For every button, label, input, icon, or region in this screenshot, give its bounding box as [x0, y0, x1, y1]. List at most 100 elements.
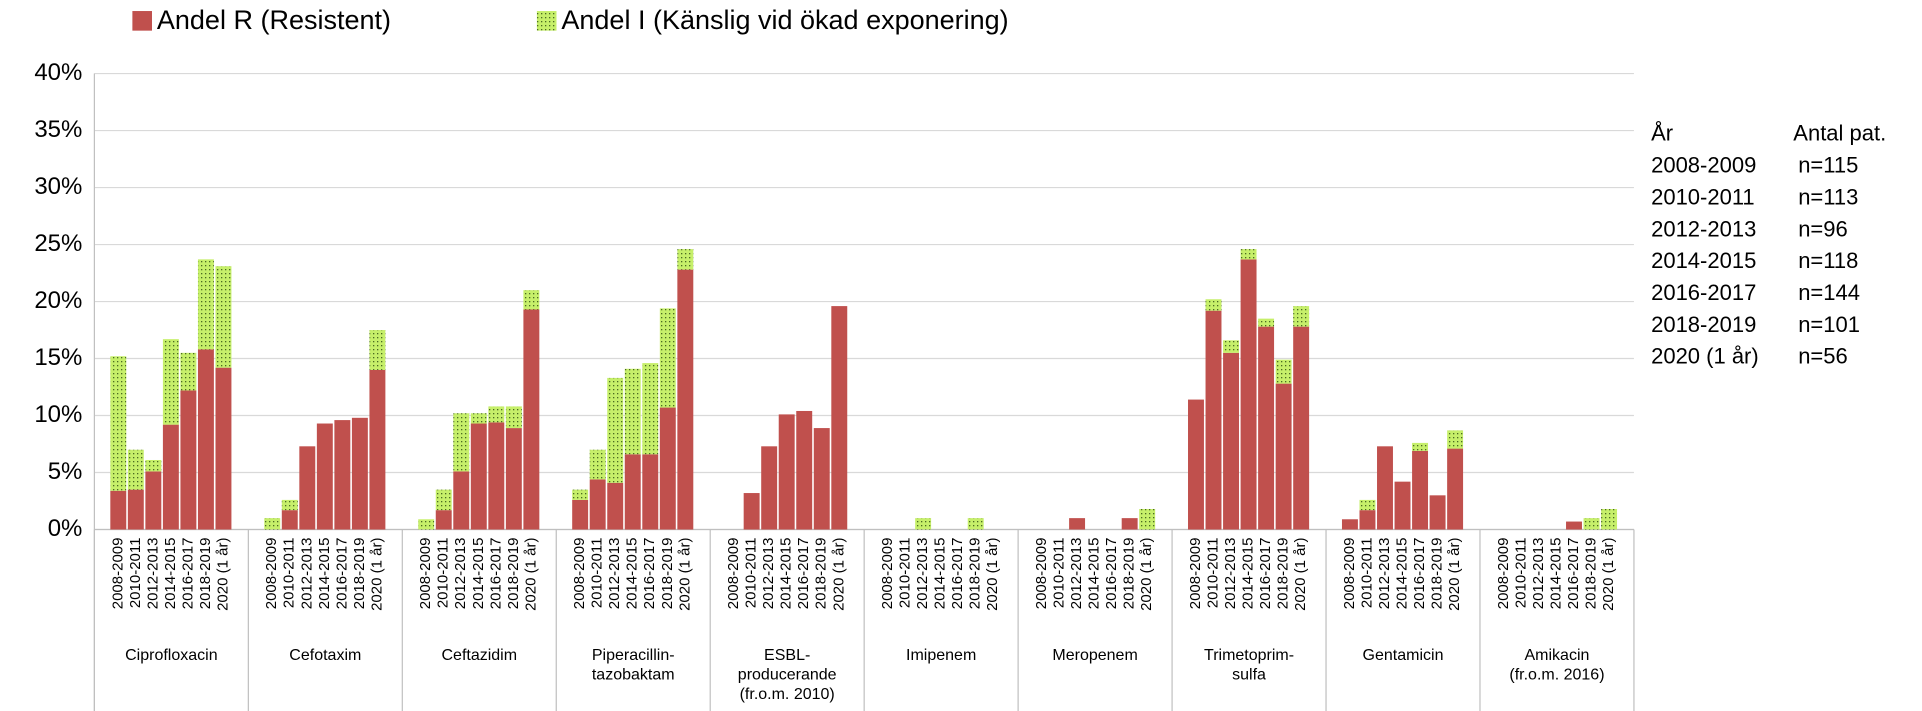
y-tick-label: 5% — [48, 458, 83, 485]
year-label: 2008-2009 — [879, 538, 896, 610]
bar-segment — [1223, 340, 1240, 353]
bar-segment — [369, 330, 386, 370]
bar-segment — [796, 410, 813, 530]
year-label: 2012-2013 — [144, 538, 161, 610]
year-label: 2012-2013 — [914, 538, 931, 610]
year-label: 2012-2013 — [760, 538, 777, 610]
year-label: 2020 (1 år) — [984, 538, 1001, 611]
year-label: 2008-2009 — [1341, 538, 1358, 610]
year-label: 2014-2015 — [1086, 538, 1103, 610]
group-label: Imipenem — [906, 647, 976, 664]
bar-segment — [488, 406, 505, 423]
year-label: 2018-2019 — [813, 538, 830, 610]
year-label: 2020 (1 år) — [1446, 538, 1463, 611]
bar-segment — [967, 518, 984, 530]
year-label: 2012-2013 — [606, 538, 623, 610]
legend-label: Andel R (Resistent) — [157, 5, 391, 35]
bar-segment — [915, 518, 932, 530]
bar-segment — [351, 417, 368, 530]
bar-segment — [1394, 481, 1411, 530]
year-label: 2018-2019 — [1429, 538, 1446, 610]
group-label: (fr.o.m. 2010) — [740, 686, 835, 703]
year-label: 2020 (1 år) — [676, 538, 693, 611]
year-label: 2012-2013 — [1222, 538, 1239, 610]
year-label: 2008-2009 — [109, 538, 126, 610]
bar-segment — [1601, 509, 1618, 530]
y-tick-label: 25% — [34, 230, 82, 257]
group-label: sulfa — [1232, 667, 1266, 684]
y-tick-label: 40% — [34, 59, 82, 86]
table-cell: 2012-2013 — [1651, 216, 1756, 241]
year-label: 2020 (1 år) — [830, 538, 847, 611]
y-tick-label: 10% — [34, 401, 82, 428]
year-label: 2020 (1 år) — [522, 538, 539, 611]
group-label: Ceftazidim — [441, 647, 517, 664]
bar-segment — [435, 510, 452, 530]
group-label: tazobaktam — [592, 667, 675, 684]
bar-segment — [659, 407, 676, 530]
year-label: 2010-2011 — [281, 538, 298, 609]
year-label: 2016-2017 — [641, 538, 658, 610]
bar-segment — [1377, 446, 1393, 530]
year-label: 2010-2011 — [897, 538, 914, 609]
group-label: Meropenem — [1052, 647, 1137, 664]
year-label: 2010-2011 — [435, 538, 452, 609]
year-label: 2008-2009 — [1495, 538, 1512, 610]
bar-segment — [572, 489, 589, 500]
year-label: 2014-2015 — [1393, 538, 1410, 610]
table-cell: n=144 — [1798, 280, 1860, 305]
bar-segment — [215, 367, 232, 530]
y-tick-label: 15% — [34, 344, 82, 371]
group-label: (fr.o.m. 2016) — [1509, 667, 1604, 684]
bar-segment — [505, 406, 522, 429]
bar-segment — [523, 309, 540, 530]
bar-segment — [369, 369, 386, 530]
bar-segment — [813, 428, 830, 530]
year-label: 2016-2017 — [179, 538, 196, 610]
year-label: 2014-2015 — [932, 538, 949, 610]
table-cell: n=56 — [1798, 344, 1848, 369]
bar-segment — [761, 446, 778, 530]
year-label: 2016-2017 — [333, 538, 350, 610]
bar-segment — [1566, 521, 1582, 530]
year-label: 2014-2015 — [1240, 538, 1257, 610]
bar-segment — [1258, 318, 1275, 327]
group-label: Amikacin — [1525, 647, 1590, 664]
year-label: 2016-2017 — [487, 538, 504, 610]
table-cell: 2014-2015 — [1651, 248, 1756, 273]
bar-segment — [642, 363, 659, 455]
year-label: 2010-2011 — [743, 538, 760, 609]
table-header: Antal pat. — [1793, 121, 1886, 146]
bar-segment — [1121, 518, 1138, 530]
year-label: 2020 (1 år) — [214, 538, 231, 611]
bar-segment — [1223, 352, 1240, 530]
year-label: 2010-2011 — [1512, 538, 1529, 609]
year-label: 2008-2009 — [417, 538, 434, 610]
year-label: 2018-2019 — [659, 538, 676, 610]
bar-segment — [162, 339, 179, 425]
bar-segment — [264, 518, 281, 530]
bar-segment — [197, 259, 214, 350]
group-label: Piperacillin- — [592, 647, 675, 664]
table-cell: n=115 — [1798, 153, 1858, 178]
year-label: 2010-2011 — [589, 538, 606, 609]
year-label: 2014-2015 — [1547, 538, 1564, 610]
group-label: Trimetoprim- — [1204, 647, 1294, 664]
year-label: 2014-2015 — [162, 538, 179, 610]
year-label: 2016-2017 — [949, 538, 966, 610]
bar-segment — [778, 414, 795, 530]
year-label: 2010-2011 — [1358, 538, 1375, 609]
year-label: 2014-2015 — [316, 538, 333, 610]
year-label: 2012-2013 — [298, 538, 315, 610]
bar-segment — [1188, 399, 1204, 530]
table-cell: 2020 (1 år) — [1651, 344, 1759, 369]
bar-segment — [180, 352, 197, 391]
bar-segment — [281, 499, 298, 511]
bar-segment — [589, 479, 606, 530]
bar-segment — [523, 290, 540, 310]
bar-segment — [1359, 499, 1376, 511]
bar-segment — [677, 249, 694, 270]
bar-segment — [1275, 359, 1292, 384]
year-label: 2018-2019 — [351, 538, 368, 610]
